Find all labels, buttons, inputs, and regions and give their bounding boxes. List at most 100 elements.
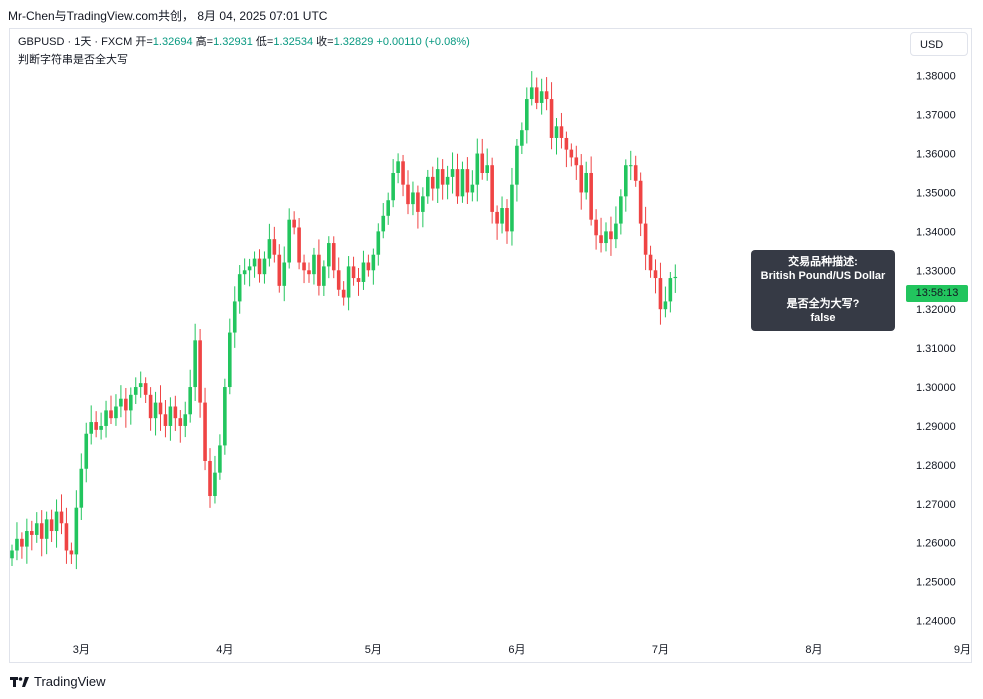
candle-body — [515, 145, 519, 185]
candle-body — [292, 219, 296, 228]
price-tick-label: 1.25000 — [916, 577, 956, 589]
time-tick-label: 6月 — [508, 644, 525, 656]
candle-body — [277, 254, 282, 286]
price-tick-label: 1.34000 — [916, 226, 956, 238]
candle — [198, 329, 202, 418]
candle-body — [495, 211, 499, 224]
candle-body — [445, 176, 450, 185]
candle-body — [594, 219, 598, 236]
candle-body — [554, 126, 559, 138]
candles-layer — [10, 71, 678, 570]
tooltip-line-2: British Pound/US Dollar — [760, 270, 886, 282]
candle — [534, 77, 539, 110]
candle — [64, 507, 69, 564]
candle — [129, 387, 133, 425]
tradingview-logo-icon — [10, 676, 29, 687]
candle — [267, 223, 272, 267]
brand-name: TradingView — [34, 674, 106, 689]
candle — [500, 196, 504, 234]
candle-body — [15, 538, 19, 551]
candle-body — [638, 180, 643, 224]
high-value: 1.32931 — [213, 36, 253, 48]
candle — [638, 172, 643, 237]
time-tick-label: 8月 — [805, 644, 822, 656]
candle-body — [569, 149, 574, 158]
candle — [232, 286, 237, 348]
candle — [307, 262, 311, 283]
candle-body — [440, 169, 445, 185]
candle-body — [628, 165, 633, 167]
candle — [396, 153, 400, 184]
price-tick-label: 1.38000 — [916, 71, 956, 83]
price-tick-label: 1.28000 — [916, 460, 956, 472]
candle-body — [173, 406, 178, 419]
candle-body — [391, 172, 395, 201]
price-tick-label: 1.27000 — [916, 499, 956, 511]
candle-body — [663, 301, 668, 310]
price-tick-label: 1.36000 — [916, 149, 956, 161]
candle — [133, 377, 138, 404]
candle — [30, 520, 34, 551]
indicator-name[interactable]: 判断字符串是否全大写 — [18, 54, 128, 66]
low-label: 低= — [255, 36, 274, 48]
candle — [168, 397, 173, 441]
candle — [213, 455, 217, 504]
candle-body — [237, 274, 242, 302]
candle — [470, 170, 475, 202]
candle — [465, 157, 470, 205]
candle — [520, 122, 524, 155]
candle — [282, 246, 287, 302]
candle — [44, 511, 49, 555]
currency-button[interactable]: USD — [910, 32, 968, 56]
candle-body — [539, 91, 544, 103]
time-tick-label: 7月 — [652, 644, 669, 656]
candle-body — [505, 208, 509, 232]
candle — [124, 387, 128, 428]
candle-body — [198, 340, 202, 403]
candle-body — [599, 235, 603, 244]
candle — [39, 510, 44, 557]
candle — [99, 412, 103, 440]
candle-body — [430, 176, 435, 189]
candle-body — [193, 340, 197, 388]
candle-body — [133, 387, 138, 395]
time-tick-label: 5月 — [365, 644, 382, 656]
candle — [614, 206, 618, 249]
candle — [554, 118, 559, 155]
candle-body — [74, 507, 79, 555]
candle-body — [178, 418, 183, 426]
candle-body — [653, 270, 658, 279]
candle — [584, 161, 588, 200]
candle — [668, 272, 673, 313]
candle — [609, 216, 613, 256]
candle — [74, 490, 79, 570]
candle — [59, 494, 64, 535]
price-axis: 1.24000 1.25000 1.26000 1.27000 1.28000 1.290… — [916, 71, 956, 628]
candle-body — [79, 468, 84, 508]
candle — [525, 87, 529, 144]
candle — [49, 509, 54, 543]
candle — [589, 156, 593, 226]
brand-logo[interactable]: TradingView — [10, 674, 106, 689]
candle — [351, 256, 356, 286]
candle — [208, 448, 212, 508]
candle-body — [168, 406, 173, 426]
candle-body — [643, 223, 648, 255]
candle-body — [460, 169, 465, 197]
candle-body — [416, 192, 420, 212]
candle-body — [10, 550, 14, 559]
candle — [371, 248, 376, 285]
candle — [544, 77, 549, 111]
candle-body — [312, 254, 316, 275]
candle — [633, 155, 638, 187]
candle — [361, 250, 366, 290]
candle-body — [54, 511, 59, 532]
price-tick-label: 1.29000 — [916, 421, 956, 433]
candle — [336, 257, 341, 296]
candle-body — [351, 266, 356, 279]
candle — [619, 189, 623, 235]
candle — [346, 256, 351, 311]
symbol-name[interactable]: GBPUSD · 1天 · FXCM — [18, 36, 133, 48]
candle — [381, 203, 386, 239]
